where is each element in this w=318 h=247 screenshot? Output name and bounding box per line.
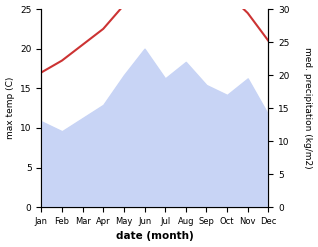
Y-axis label: max temp (C): max temp (C) bbox=[5, 77, 15, 139]
X-axis label: date (month): date (month) bbox=[116, 231, 194, 242]
Y-axis label: med. precipitation (kg/m2): med. precipitation (kg/m2) bbox=[303, 47, 313, 169]
